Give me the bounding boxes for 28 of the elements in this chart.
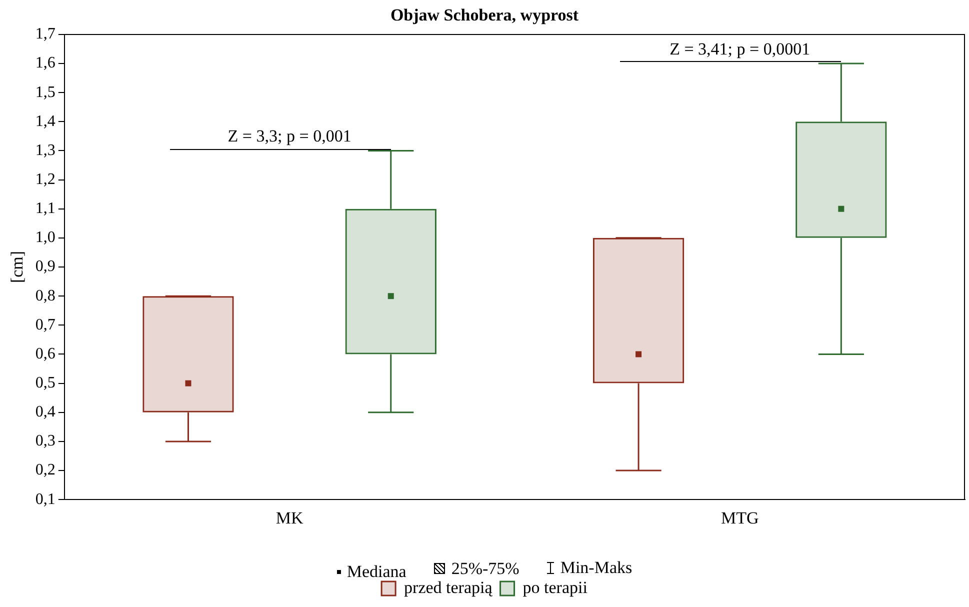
y-axis-title: [cm] xyxy=(8,250,27,284)
y-tick-label: 1,1 xyxy=(35,200,56,218)
y-tick-label: 0,7 xyxy=(35,316,56,334)
y-tick-label: 1,4 xyxy=(35,112,56,130)
annotation: Z = 3,41; p = 0,0001 xyxy=(670,39,810,58)
y-tick-label: 1,3 xyxy=(35,142,56,159)
y-tick-label: 1,6 xyxy=(35,54,56,72)
y-tick-label: 0,9 xyxy=(35,258,56,276)
chart-title: Objaw Schobera, wyprost xyxy=(390,6,579,25)
text: Mediana xyxy=(346,562,406,581)
text: 25%-75% xyxy=(451,558,520,578)
y-tick-label: 1,2 xyxy=(35,170,56,188)
annotation: Z = 3,3; p = 0,001 xyxy=(228,126,352,146)
text: Min-Maks xyxy=(560,558,632,578)
y-tick-label: 1,0 xyxy=(35,229,56,246)
y-tick-label: 0,2 xyxy=(35,462,56,479)
y-tick-label: 1,7 xyxy=(35,26,56,43)
y-tick-label: 0,1 xyxy=(35,490,56,508)
legend-label: po terapii xyxy=(522,578,588,597)
y-tick-label: 0,3 xyxy=(35,432,56,450)
y-tick-label: 1,5 xyxy=(35,84,56,101)
x-tick-label: MTG xyxy=(720,508,759,528)
x-tick-label: MK xyxy=(276,508,304,528)
y-tick-label: 0,6 xyxy=(35,345,56,362)
y-tick-label: 0,5 xyxy=(35,374,56,392)
y-tick-label: 0,8 xyxy=(35,287,56,304)
y-tick-label: 0,4 xyxy=(35,404,56,421)
legend-label: przed terapią xyxy=(404,578,493,597)
